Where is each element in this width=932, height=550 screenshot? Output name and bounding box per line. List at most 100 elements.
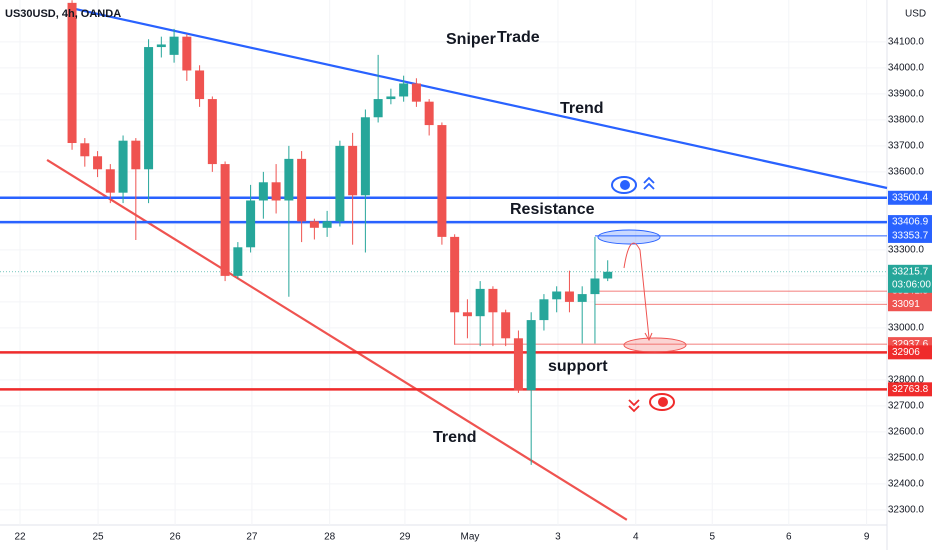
candle-body: [450, 236, 460, 313]
x-tick-label: 22: [14, 532, 26, 543]
y-tick-label: 32500.0: [888, 453, 925, 464]
x-tick-label: 27: [246, 532, 258, 543]
x-tick-label: 5: [709, 532, 715, 543]
price-tag: [888, 228, 932, 243]
candle-body: [233, 247, 243, 276]
candle-body: [348, 145, 358, 196]
price-tag-label: 33406.9: [892, 217, 929, 228]
y-tick-label: 34000.0: [888, 63, 925, 74]
candle-body: [411, 83, 421, 102]
candle-body: [105, 169, 115, 193]
annotation: Trend: [560, 100, 604, 117]
candle-body: [373, 99, 383, 118]
y-tick-label: 33700.0: [888, 141, 925, 152]
last-price-label: 33215.7: [892, 266, 929, 277]
x-tick-label: 25: [93, 532, 105, 543]
y-tick-label: 33300.0: [888, 245, 925, 256]
eye-icon-red: [628, 393, 675, 413]
candle-body: [169, 36, 179, 55]
price-tag-label: 32906: [892, 347, 920, 358]
y-tick-label: 32300.0: [888, 505, 925, 516]
symbol-label: US30USD, 4h, OANDA: [5, 8, 121, 20]
trend-line: [46, 158, 628, 521]
candle-body: [462, 312, 472, 317]
candle-body: [144, 47, 154, 170]
candle-body: [475, 288, 485, 317]
candle-body: [526, 320, 536, 391]
y-tick-label: 32700.0: [888, 401, 925, 412]
candle-body: [195, 70, 205, 100]
annotation: support: [548, 358, 608, 375]
y-tick-label: 33800.0: [888, 115, 925, 126]
y-tick-label: 32800.0: [888, 375, 925, 386]
candle-body: [386, 96, 396, 100]
candle-body: [271, 182, 281, 201]
x-tick-label: 6: [786, 532, 792, 543]
target-zone: [597, 229, 661, 245]
candle-body: [399, 83, 409, 97]
y-tick-label: 32600.0: [888, 427, 925, 438]
x-tick-label: 3: [555, 532, 561, 543]
plot-area: [0, 0, 888, 525]
candle-body: [118, 140, 128, 193]
candle-body: [488, 288, 498, 313]
target-zone: [623, 337, 687, 353]
candle-body: [67, 2, 77, 144]
candle-body: [258, 182, 268, 201]
price-tag-label: 32937.6: [892, 339, 929, 350]
candle-body: [220, 164, 230, 276]
candle-body: [552, 291, 562, 300]
candle-body: [131, 140, 141, 170]
candle-body: [424, 101, 434, 126]
annotation: Resistance: [510, 201, 595, 218]
trend-line: [69, 6, 888, 190]
candle-body: [297, 158, 307, 222]
x-tick-label: 4: [633, 532, 639, 543]
candle-body: [182, 36, 192, 71]
candle-body: [93, 156, 103, 170]
price-tag: [888, 215, 932, 230]
countdown-label: 03:06:00: [892, 279, 931, 290]
x-tick-label: 29: [399, 532, 411, 543]
candle-body: [437, 125, 447, 237]
x-tick-label: May: [461, 532, 480, 543]
x-tick-label: 9: [864, 532, 870, 543]
annotation: Trend: [433, 429, 477, 446]
candle-body: [335, 145, 345, 222]
price-tag: [888, 297, 932, 312]
y-tick-label: 33900.0: [888, 89, 925, 100]
candle-body: [246, 200, 256, 248]
y-tick-label: 33000.0: [888, 323, 925, 334]
candle-body: [80, 143, 90, 157]
candle-body: [603, 271, 613, 279]
candle-body: [360, 117, 370, 196]
candle-body: [284, 158, 294, 201]
eye-icon-blue: [611, 176, 655, 194]
price-tag-label: 33091: [892, 299, 920, 310]
price-tag-label: 33500.4: [892, 192, 929, 203]
x-tick-label: 28: [324, 532, 336, 543]
projection-arrow: [623, 242, 650, 339]
price-tag: [888, 190, 932, 205]
candle-body: [207, 99, 217, 165]
projection-arrow-head: [644, 332, 653, 342]
candle-body: [590, 278, 600, 295]
price-tag-label: 33353.7: [892, 231, 929, 242]
annotation: Trade: [497, 29, 540, 46]
candle-body: [501, 312, 511, 339]
price-tag: [888, 345, 932, 360]
candle-body: [322, 221, 332, 228]
x-tick-label: 26: [170, 532, 182, 543]
price-axis: 32300.0 32400.0 32500.0 32600.0 32700.0 32800…: [888, 37, 932, 516]
price-tag-label: 32763.8: [892, 384, 929, 395]
candle-body: [577, 294, 587, 302]
candle-body: [513, 338, 523, 391]
price-tag: [888, 264, 932, 293]
annotation: Sniper: [446, 31, 496, 48]
candle-body: [564, 291, 574, 302]
y-tick-label: 32400.0: [888, 479, 925, 490]
price-tag: [888, 382, 932, 397]
y-tick-label: 33600.0: [888, 167, 925, 178]
